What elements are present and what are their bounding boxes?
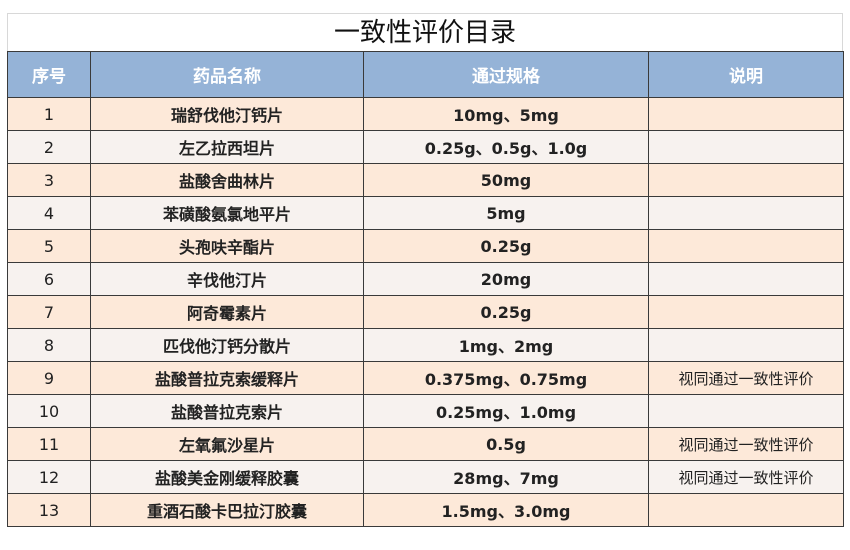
cell-name[interactable]: 盐酸舍曲林片 xyxy=(90,163,364,197)
cell-no[interactable]: 2 xyxy=(7,130,91,164)
cell-note[interactable] xyxy=(648,196,844,230)
table-row: 2 左乙拉西坦片 0.25g、0.5g、1.0g xyxy=(7,130,844,164)
cell-note[interactable] xyxy=(648,295,844,329)
header-no: 序号 xyxy=(7,51,91,98)
cell-note[interactable] xyxy=(648,394,844,428)
table-row: 8 匹伐他汀钙分散片 1mg、2mg xyxy=(7,328,844,362)
table-row: 3 盐酸舍曲林片 50mg xyxy=(7,163,844,197)
cell-no[interactable]: 11 xyxy=(7,427,91,461)
cell-spec[interactable]: 50mg xyxy=(363,163,649,197)
cell-no[interactable]: 5 xyxy=(7,229,91,263)
cell-name[interactable]: 左乙拉西坦片 xyxy=(90,130,364,164)
cell-name[interactable]: 阿奇霉素片 xyxy=(90,295,364,329)
cell-name[interactable]: 匹伐他汀钙分散片 xyxy=(90,328,364,362)
cell-no[interactable]: 1 xyxy=(7,97,91,131)
table-row: 10 盐酸普拉克索片 0.25mg、1.0mg xyxy=(7,394,844,428)
cell-note[interactable] xyxy=(648,328,844,362)
cell-no[interactable]: 3 xyxy=(7,163,91,197)
cell-name[interactable]: 盐酸普拉克索缓释片 xyxy=(90,361,364,395)
header-row: 序号 药品名称 通过规格 说明 xyxy=(7,51,844,98)
cell-name[interactable]: 瑞舒伐他汀钙片 xyxy=(90,97,364,131)
table-row: 5 头孢呋辛酯片 0.25g xyxy=(7,229,844,263)
cell-name[interactable]: 重酒石酸卡巴拉汀胶囊 xyxy=(90,493,364,527)
table-row: 4 苯磺酸氨氯地平片 5mg xyxy=(7,196,844,230)
cell-spec[interactable]: 0.5g xyxy=(363,427,649,461)
cell-no[interactable]: 12 xyxy=(7,460,91,494)
cell-no[interactable]: 8 xyxy=(7,328,91,362)
table-row: 7 阿奇霉素片 0.25g xyxy=(7,295,844,329)
cell-name[interactable]: 辛伐他汀片 xyxy=(90,262,364,296)
cell-name[interactable]: 盐酸美金刚缓释胶囊 xyxy=(90,460,364,494)
cell-note[interactable]: 视同通过一致性评价 xyxy=(648,460,844,494)
cell-note[interactable] xyxy=(648,262,844,296)
header-note: 说明 xyxy=(648,51,844,98)
cell-spec[interactable]: 0.25g xyxy=(363,229,649,263)
catalog-table: 序号 药品名称 通过规格 说明 1 瑞舒伐他汀钙片 10mg、5mg 2 左乙拉西坦片 0… xyxy=(7,51,844,527)
cell-spec[interactable]: 5mg xyxy=(363,196,649,230)
header-spec: 通过规格 xyxy=(363,51,649,98)
cell-no[interactable]: 13 xyxy=(7,493,91,527)
sheet-title: 一致性评价目录 xyxy=(7,13,843,51)
cell-no[interactable]: 10 xyxy=(7,394,91,428)
cell-no[interactable]: 7 xyxy=(7,295,91,329)
cell-note[interactable] xyxy=(648,97,844,131)
cell-note[interactable] xyxy=(648,493,844,527)
cell-note[interactable] xyxy=(648,229,844,263)
cell-note[interactable]: 视同通过一致性评价 xyxy=(648,427,844,461)
cell-no[interactable]: 4 xyxy=(7,196,91,230)
table-row: 12 盐酸美金刚缓释胶囊 28mg、7mg 视同通过一致性评价 xyxy=(7,460,844,494)
cell-note[interactable] xyxy=(648,130,844,164)
cell-spec[interactable]: 20mg xyxy=(363,262,649,296)
cell-note[interactable]: 视同通过一致性评价 xyxy=(648,361,844,395)
header-name: 药品名称 xyxy=(90,51,364,98)
cell-name[interactable]: 头孢呋辛酯片 xyxy=(90,229,364,263)
cell-name[interactable]: 左氧氟沙星片 xyxy=(90,427,364,461)
cell-name[interactable]: 苯磺酸氨氯地平片 xyxy=(90,196,364,230)
cell-no[interactable]: 6 xyxy=(7,262,91,296)
cell-name[interactable]: 盐酸普拉克索片 xyxy=(90,394,364,428)
cell-spec[interactable]: 0.375mg、0.75mg xyxy=(363,361,649,395)
table-row: 6 辛伐他汀片 20mg xyxy=(7,262,844,296)
cell-spec[interactable]: 0.25mg、1.0mg xyxy=(363,394,649,428)
cell-no[interactable]: 9 xyxy=(7,361,91,395)
cell-spec[interactable]: 1mg、2mg xyxy=(363,328,649,362)
cell-spec[interactable]: 10mg、5mg xyxy=(363,97,649,131)
cell-spec[interactable]: 1.5mg、3.0mg xyxy=(363,493,649,527)
cell-note[interactable] xyxy=(648,163,844,197)
table-row: 9 盐酸普拉克索缓释片 0.375mg、0.75mg 视同通过一致性评价 xyxy=(7,361,844,395)
table-row: 11 左氧氟沙星片 0.5g 视同通过一致性评价 xyxy=(7,427,844,461)
cell-spec[interactable]: 0.25g、0.5g、1.0g xyxy=(363,130,649,164)
table-row: 13 重酒石酸卡巴拉汀胶囊 1.5mg、3.0mg xyxy=(7,493,844,527)
table-row: 1 瑞舒伐他汀钙片 10mg、5mg xyxy=(7,97,844,131)
cell-spec[interactable]: 0.25g xyxy=(363,295,649,329)
cell-spec[interactable]: 28mg、7mg xyxy=(363,460,649,494)
catalog-sheet: 一致性评价目录 序号 药品名称 通过规格 说明 1 瑞舒伐他汀钙片 10mg、5mg… xyxy=(7,13,844,527)
